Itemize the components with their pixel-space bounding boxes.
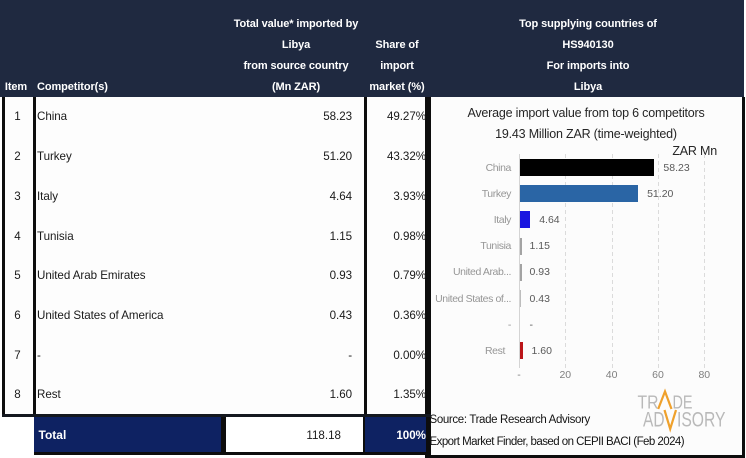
svg-text:TR: TR — [638, 392, 659, 413]
svg-text:AD: AD — [643, 409, 665, 432]
svg-text:ISORY: ISORY — [677, 409, 726, 432]
svg-text:DE: DE — [673, 392, 693, 413]
